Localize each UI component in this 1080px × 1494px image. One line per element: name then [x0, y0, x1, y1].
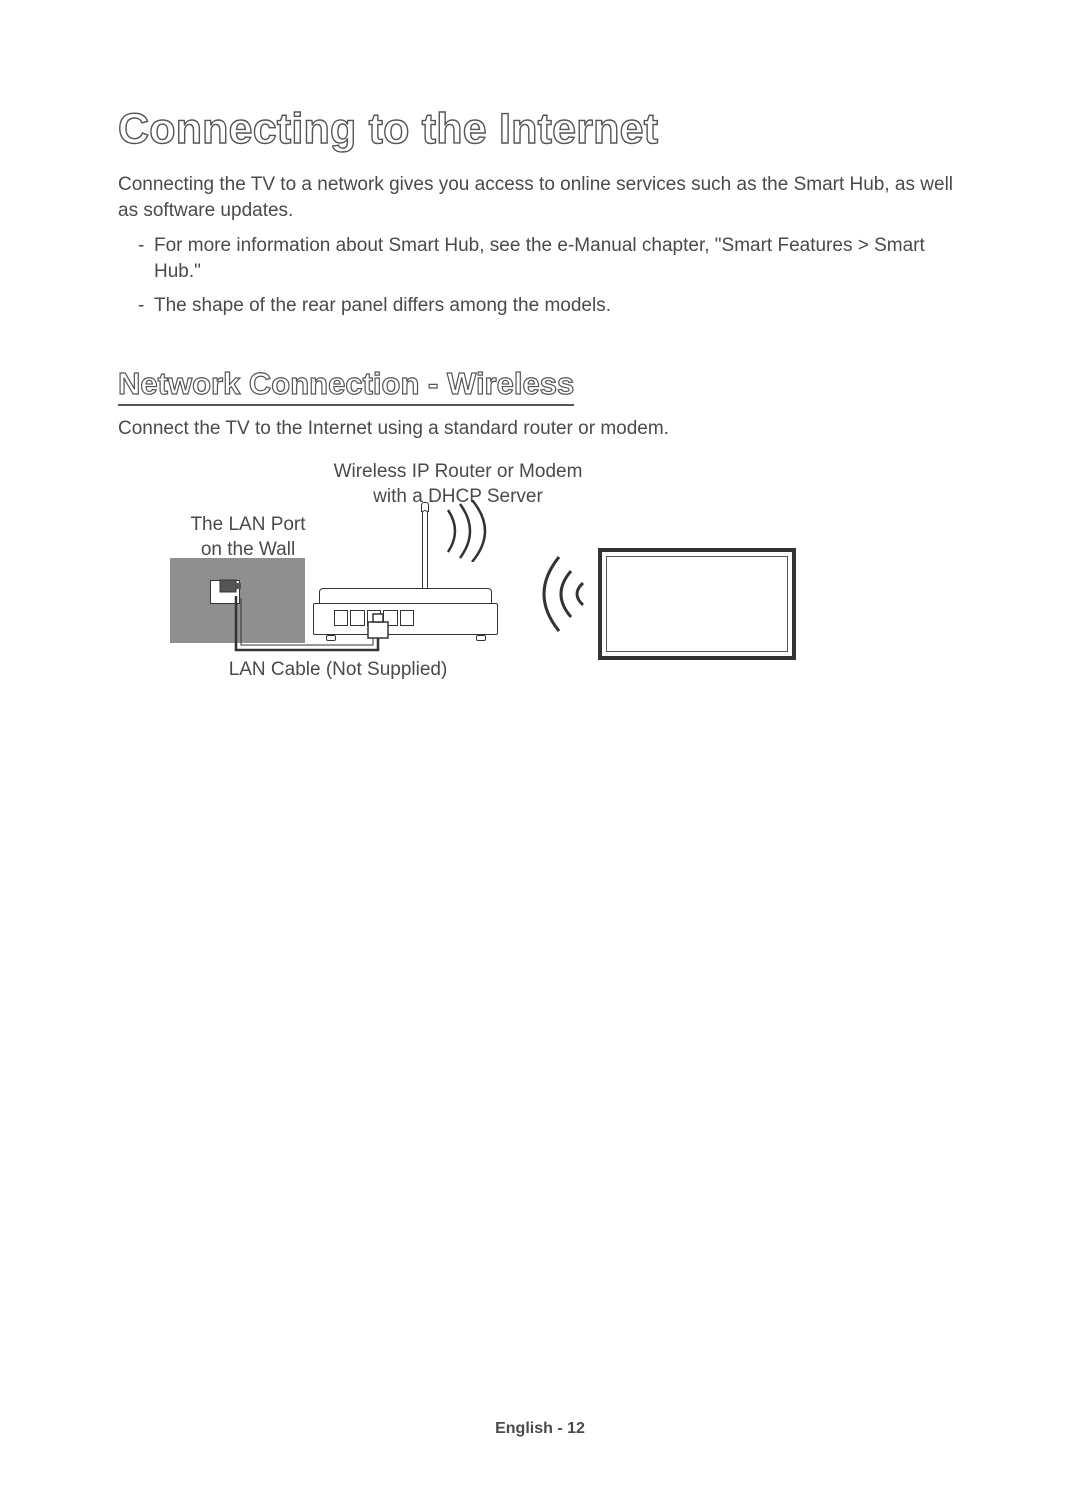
- manual-page: Connecting to the Internet Connecting th…: [0, 0, 1080, 1494]
- intro-paragraph: Connecting the TV to a network gives you…: [118, 172, 968, 223]
- router-ports-icon: [334, 610, 414, 626]
- notes-list: For more information about Smart Hub, se…: [118, 233, 968, 318]
- tv-icon: [598, 548, 796, 660]
- router-label-line1: Wireless IP Router or Modem: [334, 461, 583, 482]
- wifi-signal-out-icon: [440, 500, 500, 562]
- section-intro: Connect the TV to the Internet using a s…: [118, 418, 968, 440]
- antenna-icon: [422, 510, 428, 590]
- wireless-connection-diagram: Wireless IP Router or Modem with a DHCP …: [118, 458, 838, 698]
- lan-cable-label: LAN Cable (Not Supplied): [208, 658, 468, 683]
- wall-port-label: The LAN Port on the Wall: [158, 513, 338, 562]
- wall-label-line2: on the Wall: [201, 539, 295, 560]
- page-footer: English - 12: [0, 1420, 1080, 1438]
- section-title: Network Connection - Wireless: [118, 366, 574, 406]
- tv-screen-icon: [606, 556, 788, 652]
- wall-label-line1: The LAN Port: [190, 514, 305, 535]
- router-foot-icon: [326, 635, 336, 641]
- page-title: Connecting to the Internet: [118, 105, 968, 154]
- router-top-icon: [319, 588, 492, 604]
- router-foot-icon: [476, 635, 486, 641]
- wifi-signal-in-icon: [533, 553, 593, 635]
- list-item: The shape of the rear panel differs amon…: [138, 293, 968, 319]
- rj45-plug-icon: [218, 578, 242, 596]
- list-item: For more information about Smart Hub, se…: [138, 233, 968, 284]
